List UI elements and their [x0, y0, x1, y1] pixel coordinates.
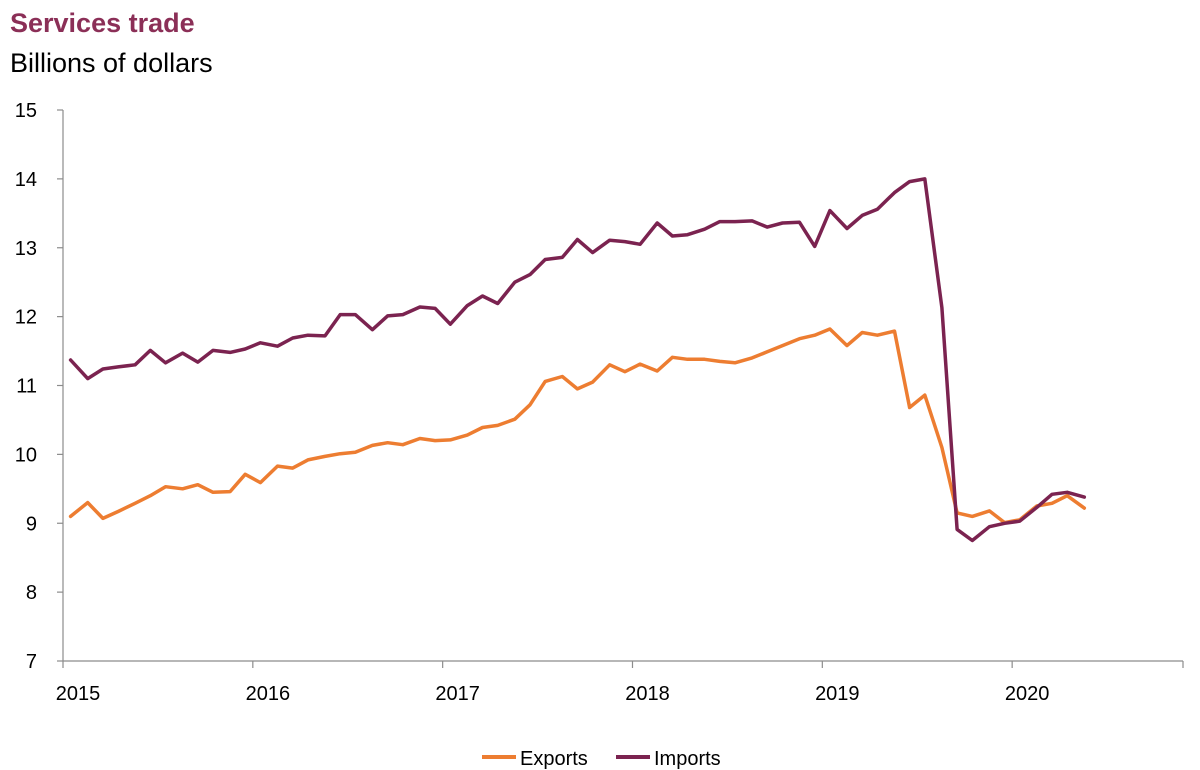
legend: Exports Imports [482, 748, 721, 770]
y-tick-label: 15 [15, 100, 37, 122]
x-tick-label: 2020 [1005, 683, 1050, 705]
x-tick-label: 2017 [435, 683, 480, 705]
y-tick-label: 14 [15, 169, 37, 191]
y-tick-label: 7 [26, 651, 37, 673]
x-tick-label: 2016 [246, 683, 291, 705]
series-line-imports [68, 177, 1087, 543]
y-tick-label: 9 [26, 513, 37, 535]
series-line-exports [68, 327, 1087, 525]
y-tick-label: 8 [26, 582, 37, 604]
x-tick-label: 2018 [625, 683, 670, 705]
y-tick-label: 10 [15, 444, 37, 466]
y-tick-label: 11 [16, 376, 37, 398]
chart-title: Services trade [10, 8, 195, 38]
x-tick-label: 2019 [815, 683, 860, 705]
y-tick-label: 12 [15, 307, 37, 329]
series-lines [68, 177, 1087, 543]
y-tick-label: 13 [15, 238, 37, 260]
chart-subtitle: Billions of dollars [10, 48, 213, 78]
legend-label-exports: Exports [520, 748, 588, 770]
x-tick-label: 2015 [56, 683, 101, 705]
axes: 7 8 9 10 11 12 13 14 15 2015 2016 2017 2018 2019 2020 [15, 100, 1184, 705]
legend-label-imports: Imports [654, 748, 721, 770]
